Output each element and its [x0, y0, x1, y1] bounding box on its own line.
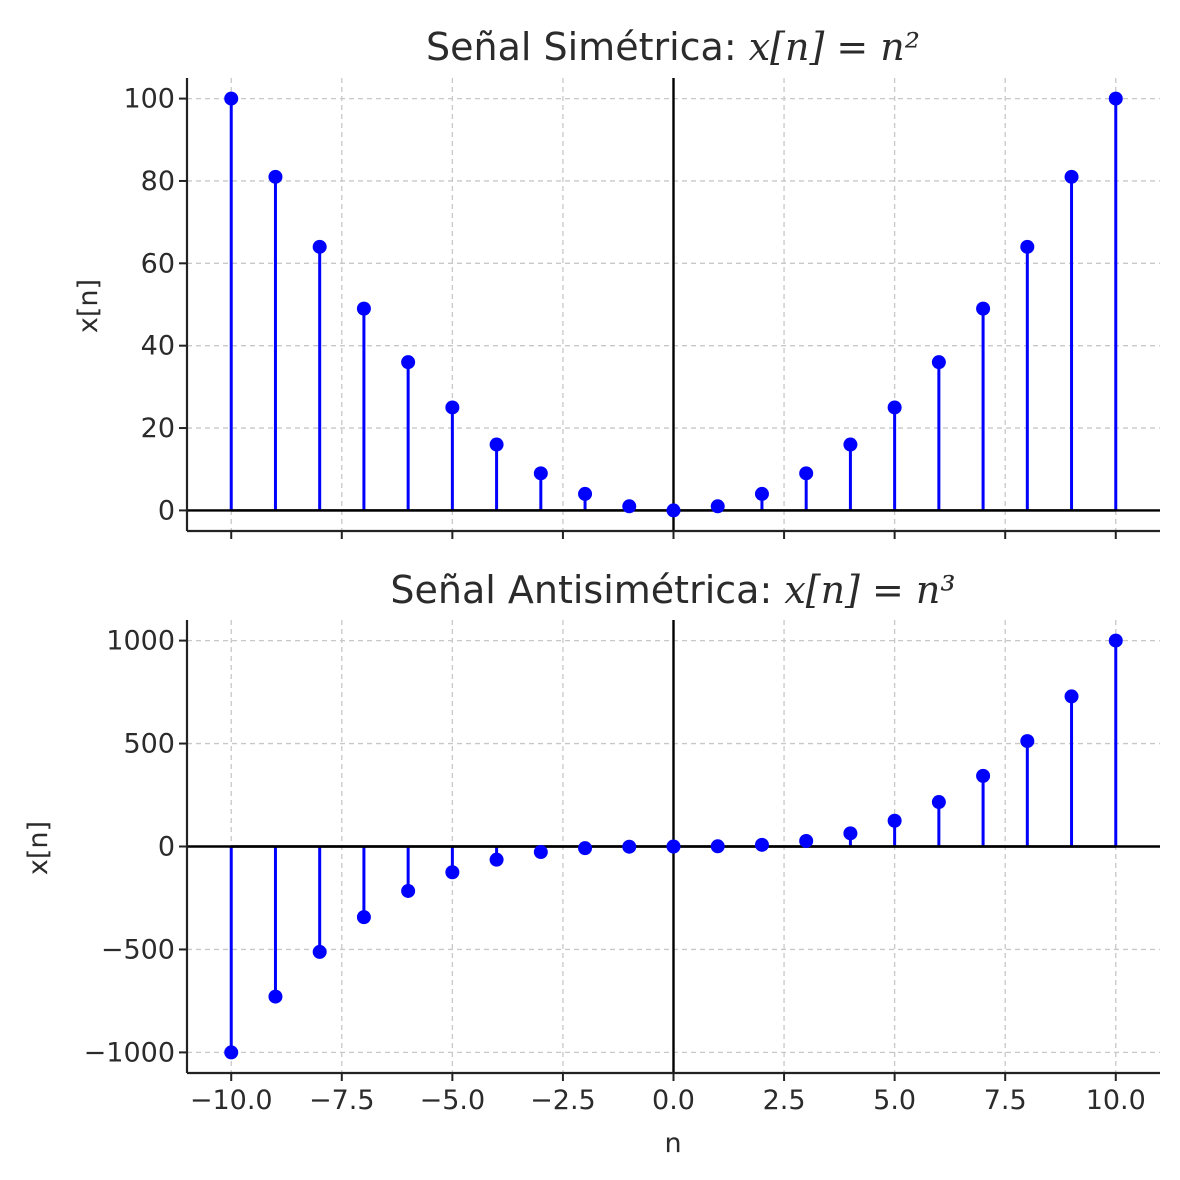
y-tick-label: 20	[141, 413, 175, 444]
stem-marker	[666, 839, 681, 854]
axes: 0 20 40 60 80 100	[123, 78, 1160, 539]
stem-marker	[799, 833, 814, 848]
stem-marker	[533, 466, 548, 481]
stem-marker	[312, 239, 327, 254]
x-tick-label: 5.0	[873, 1085, 916, 1116]
stem-marker	[401, 883, 416, 898]
x-tick-label: −5.0	[420, 1085, 486, 1116]
y-axis-label: x[n]	[23, 821, 54, 875]
stem-marker	[356, 910, 371, 925]
stem-marker	[799, 466, 814, 481]
stem-marker	[843, 437, 858, 452]
stem-marker	[445, 400, 460, 415]
stem-marker	[356, 301, 371, 316]
stem-marker	[268, 989, 283, 1004]
y-tick-label: 1000	[106, 626, 175, 657]
y-tick-label: 0	[158, 832, 175, 863]
stem-marker	[578, 841, 593, 856]
stem-marker	[622, 499, 637, 514]
stem-marker	[1020, 239, 1035, 254]
chart-title: Señal Simétrica: x[n] = n²	[426, 25, 920, 69]
y-tick-label: −1000	[84, 1037, 175, 1068]
stem-marker	[754, 486, 769, 501]
stem-marks	[187, 91, 1160, 518]
stem-marker	[224, 1045, 239, 1060]
stem-marker	[976, 768, 991, 783]
stem-marker	[931, 795, 946, 810]
y-tick-label: −500	[101, 934, 175, 965]
chart-title: Señal Antisimétrica: x[n] = n³	[390, 568, 955, 612]
x-axis-label: n	[664, 1128, 681, 1159]
y-tick-label: 80	[141, 166, 175, 197]
stem-marker	[224, 91, 239, 106]
stem-marks	[187, 633, 1160, 1060]
y-tick-label: 100	[123, 84, 175, 115]
stem-marker	[489, 437, 504, 452]
x-tick-label: −10.0	[190, 1085, 273, 1116]
stem-marker	[666, 503, 681, 518]
stem-marker	[268, 169, 283, 184]
stem-marker	[445, 865, 460, 880]
x-tick-label: −7.5	[309, 1085, 375, 1116]
x-tick-label: 7.5	[984, 1085, 1027, 1116]
y-axis-label: x[n]	[73, 279, 104, 333]
stem-marker	[1108, 633, 1123, 648]
stem-marker	[710, 499, 725, 514]
x-tick-label: −2.5	[530, 1085, 596, 1116]
stem-marker	[489, 852, 504, 867]
y-tick-label: 500	[123, 729, 175, 760]
stem-marker	[578, 486, 593, 501]
stem-marker	[843, 826, 858, 841]
stem-marker	[931, 355, 946, 370]
stem-marker	[887, 400, 902, 415]
stem-marker	[754, 837, 769, 852]
stem-marker	[1108, 91, 1123, 106]
x-tick-label: 10.0	[1086, 1085, 1146, 1116]
y-tick-label: 40	[141, 331, 175, 362]
y-tick-label: 60	[141, 248, 175, 279]
stem-marker	[622, 839, 637, 854]
stem-marker	[1064, 169, 1079, 184]
stem-marker	[1064, 689, 1079, 704]
y-tick-label: 0	[158, 495, 175, 526]
stem-marker	[533, 845, 548, 860]
stem-marker	[401, 355, 416, 370]
x-tick-label: 0.0	[652, 1085, 695, 1116]
stem-marker	[976, 301, 991, 316]
x-tick-label: 2.5	[763, 1085, 806, 1116]
stem-marker	[887, 813, 902, 828]
axes: −1000 −500 0 500 1000 −10.0 −7.5 −5.0 −2.5 0.0 2.5…	[84, 620, 1160, 1116]
stem-marker	[312, 944, 327, 959]
chart-antisymmetric: Señal Antisimétrica: x[n] = n³ −1000 −500…	[23, 568, 1160, 1159]
stem-marker	[1020, 734, 1035, 749]
grid	[187, 78, 1160, 531]
chart-symmetric: Señal Simétrica: x[n] = n² 020406080100 …	[73, 25, 1160, 539]
stem-marker	[710, 839, 725, 854]
